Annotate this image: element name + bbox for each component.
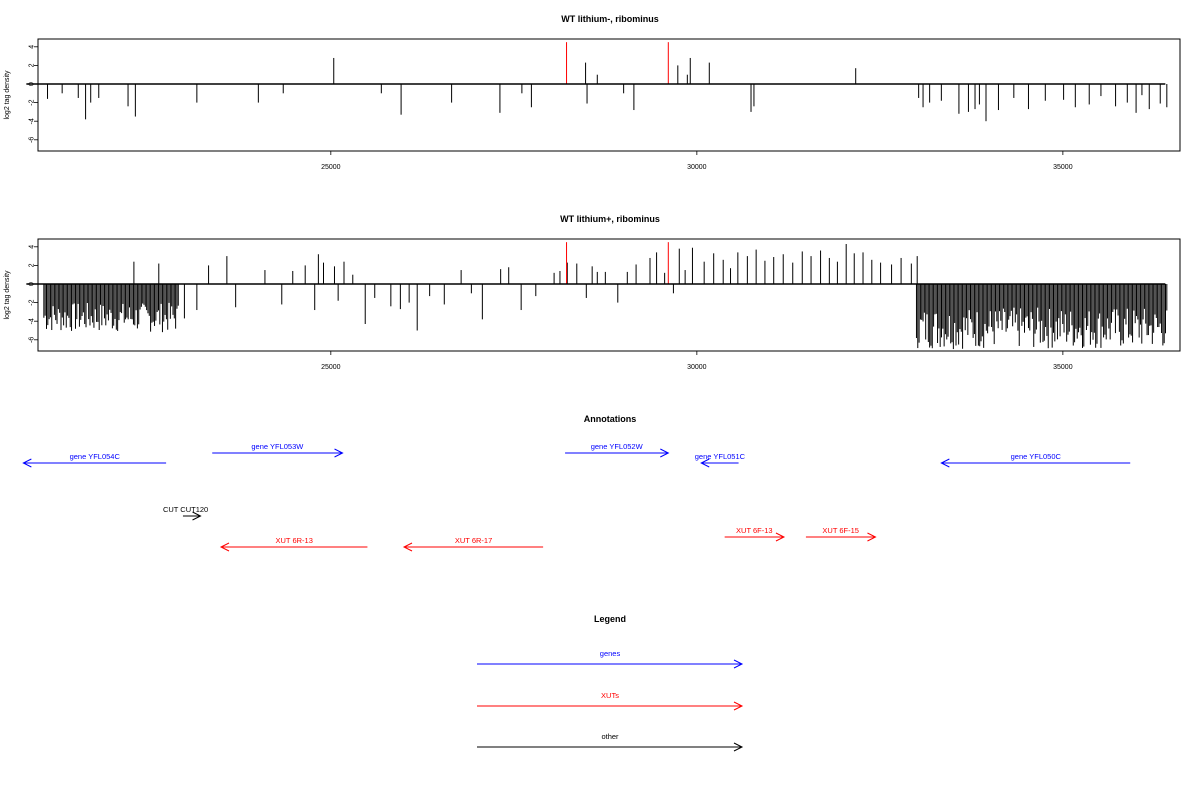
- data-bars: [47, 42, 1168, 122]
- arrow-head: [219, 542, 230, 552]
- y-axis-label: log2 tag density: [4, 270, 11, 320]
- legend-title: Legend: [594, 614, 626, 624]
- plot-frame: [37, 38, 1181, 152]
- plot-frame: [37, 238, 1181, 352]
- annotation-arrow: [402, 542, 544, 552]
- x-axis: 25000 30000 35000: [321, 151, 1073, 171]
- annotation-arrow: [182, 511, 202, 521]
- panel-title: WT lithium+, ribominus: [560, 214, 660, 224]
- y-tick-label: -4: [29, 118, 36, 124]
- legend-label: other: [601, 732, 619, 741]
- x-tick-label: 35000: [1053, 164, 1073, 171]
- x-axis: 25000 30000 35000: [321, 351, 1073, 371]
- arrow-head: [940, 458, 950, 468]
- panel-title: WT lithium-, ribominus: [561, 14, 659, 24]
- arrow-head: [867, 532, 877, 542]
- data-bars: [43, 242, 1168, 350]
- arrow-head: [700, 458, 710, 468]
- annotation-label: gene YFL053W: [251, 442, 304, 451]
- y-tick-label: 4: [29, 245, 36, 249]
- y-tick-label: -2: [29, 99, 36, 105]
- annotation-label: gene YFL050C: [1011, 452, 1062, 461]
- arrow-head: [660, 448, 670, 458]
- annotation-arrow: [700, 458, 739, 468]
- arrow-head: [733, 742, 744, 752]
- legend-arrow: [477, 659, 744, 669]
- annotation-arrow: [22, 458, 167, 468]
- annotation-arrow: [724, 532, 786, 542]
- arrow-head: [22, 458, 32, 468]
- annotations-title: Annotations: [584, 414, 637, 424]
- x-tick-label: 25000: [321, 364, 341, 371]
- arrow-head: [402, 542, 413, 552]
- y-tick-label: -6: [29, 337, 36, 343]
- y-tick-label: -6: [29, 137, 36, 143]
- annotation-arrow: [565, 448, 670, 458]
- annotation-arrow: [805, 532, 877, 542]
- annotation-label: gene YFL052W: [591, 442, 644, 451]
- annotation-label: XUT 6F-15: [822, 526, 859, 535]
- y-tick-label: 2: [29, 63, 36, 67]
- x-tick-label: 35000: [1053, 364, 1073, 371]
- legend-label: genes: [600, 649, 621, 658]
- annotation-label: XUT 6F-13: [736, 526, 773, 535]
- arrow-head: [775, 532, 786, 542]
- y-axis-label: log2 tag density: [4, 70, 11, 120]
- annotation-arrow: [219, 542, 368, 552]
- arrow-head: [334, 448, 344, 458]
- legend-label: XUTs: [601, 691, 619, 700]
- y-tick-label: -4: [29, 318, 36, 324]
- x-tick-label: 30000: [687, 364, 707, 371]
- annotation-arrow: [940, 458, 1131, 468]
- legend-arrow: [477, 701, 744, 711]
- x-tick-label: 25000: [321, 164, 341, 171]
- annotation-label: gene YFL054C: [70, 452, 121, 461]
- y-tick-label: -2: [29, 299, 36, 305]
- y-tick-label: 4: [29, 45, 36, 49]
- arrow-head: [192, 511, 202, 521]
- x-tick-label: 30000: [687, 164, 707, 171]
- arrow-head: [733, 659, 744, 669]
- annotation-arrow: [212, 448, 344, 458]
- annotation-label: XUT 6R-17: [455, 536, 492, 545]
- annotation-label: CUT CUT120: [163, 505, 208, 514]
- arrow-head: [733, 701, 744, 711]
- annotation-label: XUT 6R-13: [276, 536, 313, 545]
- annotation-label: gene YFL051C: [695, 452, 746, 461]
- y-tick-label: 2: [29, 263, 36, 267]
- legend-arrow: [477, 742, 744, 752]
